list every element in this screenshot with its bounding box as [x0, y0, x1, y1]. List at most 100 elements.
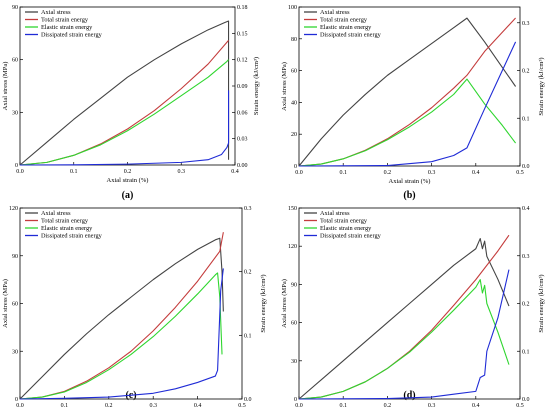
x-tick-label: 0.2	[384, 403, 392, 409]
series-line-axial-stress	[298, 238, 510, 400]
y-tick-label-left: 60	[12, 302, 18, 308]
x-tick-label: 0.1	[61, 403, 69, 409]
y-tick-label-left: 30	[12, 349, 18, 355]
series-line-total-strain-energy	[19, 40, 229, 166]
y-tick-label-left: 0	[294, 164, 297, 170]
series-line-axial-stress	[19, 20, 230, 166]
series-line-dissipated-strain-energy	[298, 269, 510, 400]
y-axis-label-right: Strain energy (kJ/cm³)	[538, 57, 545, 115]
x-tick-label: 0.3	[428, 403, 436, 409]
y-tick-label-right: 0.15	[237, 31, 248, 37]
y-tick-label-left: 120	[9, 206, 18, 212]
y-tick-label-right: 0.06	[237, 110, 248, 116]
legend-entry: Total strain energy	[320, 218, 368, 225]
x-tick-label: 0.0	[16, 403, 24, 409]
y-tick-label-right: 0.4	[522, 206, 530, 212]
legend-entry: Total strain energy	[41, 17, 89, 24]
legend-entry: Axial stress	[41, 210, 71, 217]
legend-entry: Elastic strain energy	[320, 225, 372, 232]
chart-panel-b: 0.0 0.1 0.2 0.3 0.4 0.5 0 20 40 60 80 100 0.0 0.1 0.2 0…	[281, 5, 545, 201]
x-tick-label: 0.3	[428, 170, 436, 176]
y-tick-label-right: 0.0	[522, 164, 530, 170]
chart-panel-a: 0.0 0.1 0.2 0.3 0.4 0 30 60 90 0.00 0.03 0.06 0.09 0.…	[2, 5, 260, 201]
series-line-total-strain-energy	[298, 234, 510, 400]
series-line-total-strain-energy	[19, 232, 224, 400]
y-tick-label-left: 150	[288, 206, 297, 212]
legend-entry: Dissipated strain energy	[320, 32, 382, 39]
chart-panel-d: 0.0 0.1 0.2 0.3 0.4 0.5 0 30 60 90 120 150 0.0 0.1 0.2…	[281, 206, 545, 409]
x-tick-label: 0.2	[105, 403, 113, 409]
y-tick-label-left: 0	[15, 163, 18, 169]
legend-entry: Axial stress	[41, 9, 71, 16]
x-tick-label: 0.4	[472, 403, 480, 409]
x-tick-label: 0.5	[238, 403, 246, 409]
y-tick-label-right: 0.1	[522, 116, 530, 122]
series-line-dissipated-strain-energy	[19, 90, 230, 166]
y-tick-label-right: 0.0	[522, 397, 530, 403]
legend-entry: Elastic strain energy	[41, 24, 93, 31]
panel-label: (d)	[403, 390, 415, 401]
x-tick-label: 0.1	[339, 170, 347, 176]
y-tick-label-left: 100	[288, 5, 297, 11]
y-tick-label-left: 60	[291, 321, 297, 327]
y-tick-label-left: 90	[291, 282, 297, 288]
legend-entry: Elastic strain energy	[320, 24, 372, 31]
y-tick-label-left: 30	[291, 359, 297, 365]
y-tick-label-left: 90	[12, 254, 18, 260]
legend-entry: Axial stress	[320, 9, 350, 16]
x-tick-label: 0.1	[70, 169, 78, 175]
y-axis-label-right: Strain energy (kJ/cm³)	[538, 274, 545, 332]
series-line-elastic-strain-energy	[19, 272, 223, 400]
x-tick-label: 0.4	[194, 403, 202, 409]
legend-entry: Dissipated strain energy	[320, 233, 382, 240]
y-tick-label-left: 60	[291, 69, 297, 75]
y-axis-label-left: Axial stress (MPa)	[281, 62, 288, 111]
y-axis-label-right: Strain energy (kJ/cm³)	[260, 274, 267, 332]
y-tick-label-right: 0.09	[237, 84, 248, 90]
y-tick-label-right: 0.18	[237, 5, 248, 11]
y-tick-label-left: 0	[294, 397, 297, 403]
y-tick-label-left: 120	[288, 244, 297, 250]
x-tick-label: 0.3	[178, 169, 186, 175]
y-tick-label-left: 80	[291, 37, 297, 43]
panel-label: (a)	[122, 190, 134, 201]
series-line-elastic-strain-energy	[19, 59, 229, 166]
x-tick-label: 0.0	[16, 169, 24, 175]
series-line-dissipated-strain-energy	[298, 41, 517, 167]
y-tick-label-left: 40	[291, 100, 297, 106]
legend-entry: Dissipated strain energy	[41, 32, 103, 39]
y-tick-label-right: 0.0	[244, 397, 252, 403]
x-tick-label: 0.1	[339, 403, 347, 409]
y-tick-label-right: 0.3	[244, 206, 252, 212]
y-tick-label-right: 0.3	[522, 21, 530, 27]
legend-entry: Dissipated strain energy	[41, 233, 103, 240]
legend-entry: Total strain energy	[41, 218, 89, 225]
y-tick-label-left: 30	[12, 110, 18, 116]
x-tick-label: 0.2	[384, 170, 392, 176]
x-tick-label: 0.2	[124, 169, 132, 175]
panel-label: (b)	[403, 190, 415, 201]
legend-entry: Axial stress	[320, 210, 350, 217]
y-axis-label-left: Axial stress (MPa)	[2, 279, 9, 328]
x-tick-label: 0.5	[516, 170, 524, 176]
y-tick-label-right: 0.1	[522, 349, 530, 355]
x-tick-label: 0.4	[472, 170, 480, 176]
chart-panel-c: 0.0 0.1 0.2 0.3 0.4 0.5 0 30 60 90 120 0.0 0.1 0.2 0.3…	[2, 206, 267, 409]
y-tick-label-left: 0	[15, 397, 18, 403]
y-tick-label-right: 0.2	[522, 302, 530, 308]
y-tick-label-right: 0.00	[237, 163, 248, 169]
x-axis-label: Axial strain (%)	[389, 178, 431, 185]
y-tick-label-left: 20	[291, 132, 297, 138]
legend-entry: Elastic strain energy	[41, 225, 93, 232]
y-axis-label-right: Strain energy (kJ/cm³)	[253, 57, 260, 115]
x-tick-label: 0.4	[231, 169, 239, 175]
y-tick-label-right: 0.03	[237, 137, 248, 143]
x-tick-label: 0.5	[516, 403, 524, 409]
series-line-elastic-strain-energy	[298, 78, 517, 167]
x-tick-label: 0.3	[149, 403, 157, 409]
y-axis-label-left: Axial stress (MPa)	[2, 62, 9, 111]
y-tick-label-right: 0.1	[244, 333, 252, 339]
y-tick-label-right: 0.12	[237, 58, 248, 64]
y-tick-label-right: 0.2	[522, 69, 530, 75]
